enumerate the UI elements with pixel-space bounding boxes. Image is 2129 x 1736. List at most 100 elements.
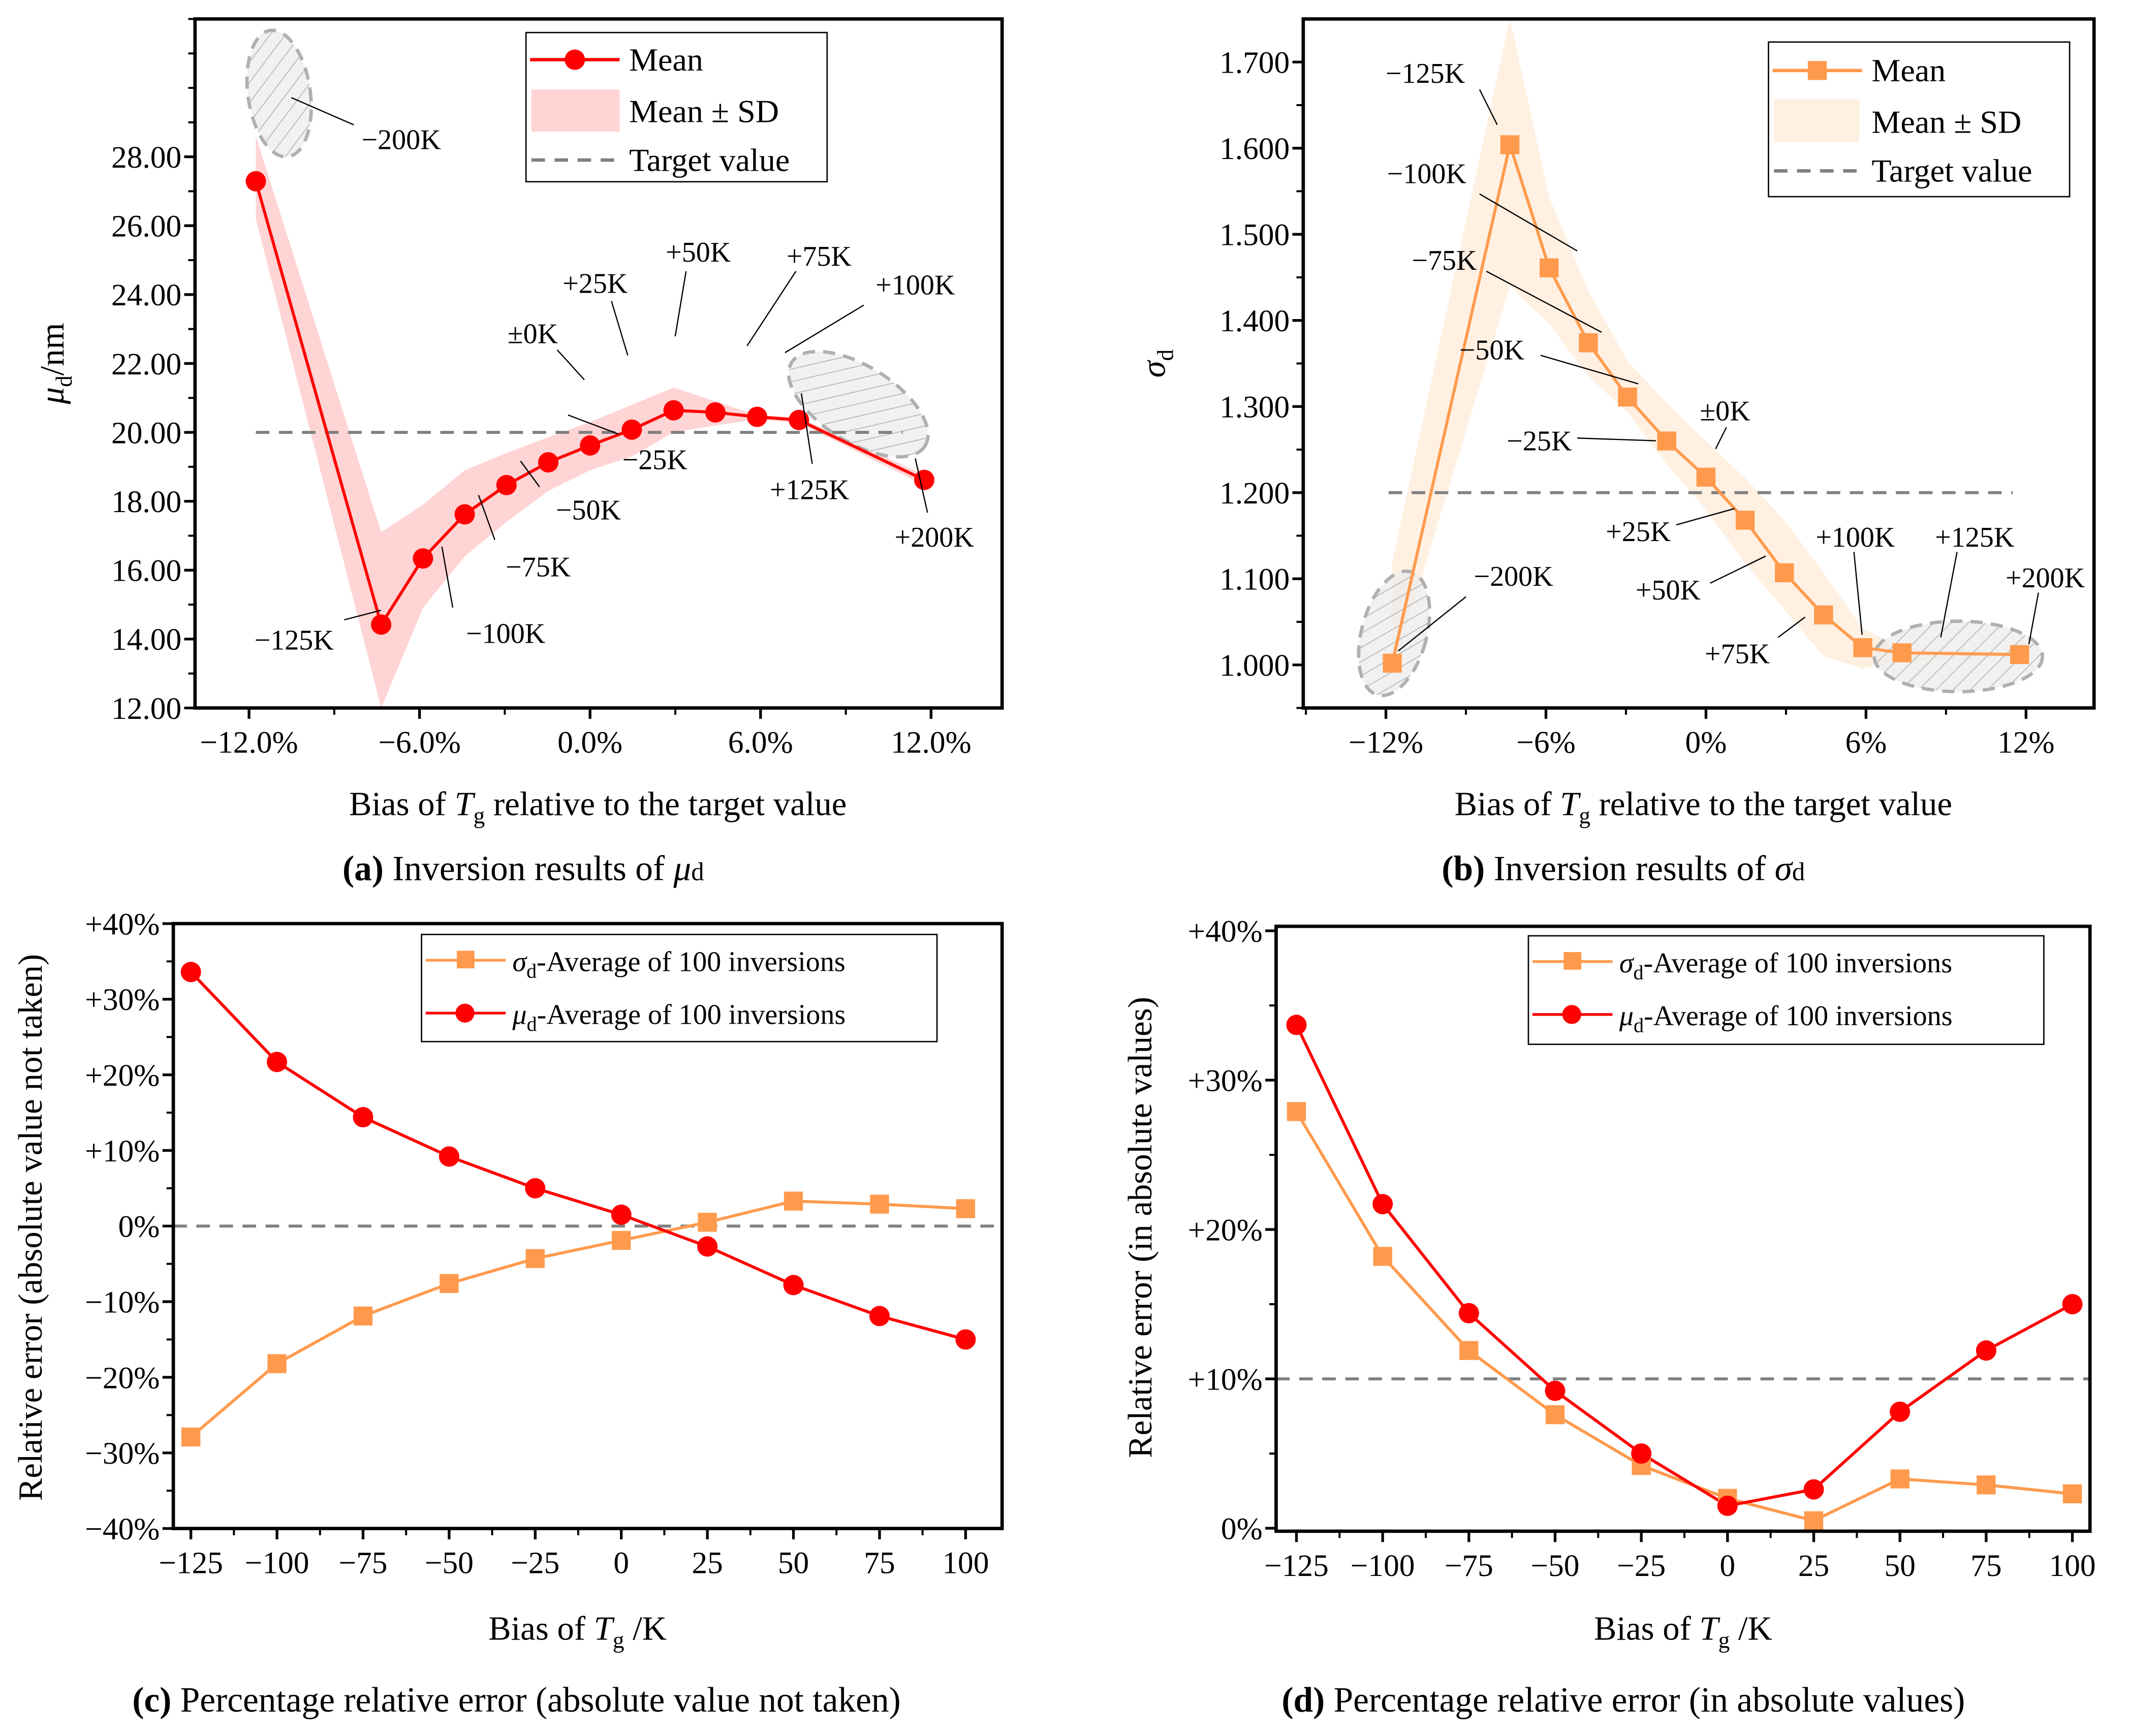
x-tick-label: −25 (511, 1546, 559, 1581)
y-tick-label: +20% (1188, 1213, 1263, 1247)
y-axis-title-b: σd (1136, 349, 1178, 377)
data-point (267, 1354, 287, 1373)
y-tick-label: 16.00 (111, 554, 181, 588)
data-point (870, 1194, 889, 1214)
x-axis-title-c: Bias of Tg /K (488, 1610, 667, 1653)
data-point (784, 1191, 803, 1211)
x-tick-label: 25 (1798, 1549, 1829, 1583)
y-tick-label: 1.700 (1219, 45, 1290, 80)
annotation-leader-line (746, 271, 797, 346)
data-point (1287, 1102, 1306, 1121)
x-tick-label: 75 (864, 1546, 895, 1581)
y-tick-label: 20.00 (111, 416, 181, 450)
x-tick-label: −125 (159, 1546, 223, 1581)
x-tick-label: −25 (1617, 1549, 1666, 1583)
y-tick-label: 0% (118, 1210, 160, 1244)
data-point (245, 171, 266, 192)
x-tick-label: 12.0% (891, 725, 972, 760)
data-point (697, 1236, 718, 1257)
y-tick-label: 1.400 (1219, 304, 1290, 338)
data-point (580, 435, 601, 456)
point-annotation-label: −50K (556, 494, 621, 526)
data-point (454, 504, 475, 525)
data-point (1618, 387, 1637, 407)
point-annotation-label: +75K (787, 241, 852, 272)
legend-label-mean: Mean (1871, 52, 1946, 88)
data-point (869, 1306, 890, 1327)
y-tick-label: +10% (85, 1134, 160, 1169)
panel-b-plot: −12% −6% 0% 6% 12% 1.000 1.100 1.200 1.300 1.400 1… (1219, 17, 2096, 760)
data-point (698, 1213, 717, 1232)
y-tick-label: +20% (85, 1058, 160, 1093)
data-point (621, 419, 642, 440)
point-annotation-label: +125K (770, 474, 849, 506)
series-line (190, 1200, 966, 1438)
annotation-leader-line (1397, 596, 1466, 652)
y-tick-label: 28.00 (111, 140, 181, 175)
outlier-region-ellipse (1357, 570, 1431, 698)
data-point (353, 1107, 373, 1127)
panel-c-plot: −125 −100 −75 −50 −25 0 25 50 75 100 −40% −30% −20% −… (85, 907, 1004, 1581)
panel-a-plot: −12.0% −6.0% 0.0% 6.0% 12.0% 12.00 14.00 16.00 1… (111, 17, 1004, 760)
x-tick-label: −100 (245, 1546, 309, 1581)
x-tick-label: −75 (1445, 1549, 1493, 1583)
caption-b: (b) Inversion results of σd (1442, 849, 1805, 889)
y-tick-label: 12.00 (111, 691, 181, 726)
annotation-leader-line (1676, 508, 1735, 526)
data-point (371, 614, 392, 635)
legend-band-swatch (531, 89, 620, 132)
legend-label-sigma: σd-Average of 100 inversions (1619, 948, 1952, 984)
data-point (1890, 1469, 1909, 1489)
y-tick-label: +30% (1188, 1063, 1263, 1098)
point-annotation-label: ±0K (508, 318, 558, 350)
series-line (1295, 1111, 2073, 1523)
legend-d: σd-Average of 100 inversions μd-Average … (1527, 935, 2045, 1045)
y-tick-label: −30% (85, 1436, 160, 1471)
y-axis-title-a: μd/nm (34, 323, 77, 404)
data-point (747, 406, 768, 427)
y-tick-label: 0% (1221, 1511, 1263, 1546)
x-tick-label: −50 (425, 1546, 474, 1581)
legend-label-mean: Mean (629, 42, 703, 78)
y-tick-label: 1.600 (1219, 132, 1290, 166)
data-point (955, 1329, 976, 1350)
annotation-leader-line (800, 393, 813, 464)
annotation-leader-line (611, 301, 629, 356)
point-annotation-label: +200K (2006, 562, 2085, 594)
point-annotation-label: −25K (1507, 425, 1572, 457)
x-tick-label: −12% (1349, 725, 1423, 760)
point-annotation-label: −125K (1386, 58, 1465, 89)
data-point (1696, 467, 1716, 487)
y-tick-label: +30% (85, 983, 160, 1017)
annotation-leader-line (1853, 552, 1863, 635)
annotation-leader-line (291, 97, 354, 125)
y-tick-label: 1.500 (1219, 218, 1290, 252)
annotation-leader-line (520, 460, 540, 488)
data-point (663, 400, 684, 421)
x-tick-label: 6% (1845, 725, 1887, 760)
data-point (1803, 1479, 1824, 1500)
point-annotation-label: +100K (1815, 522, 1895, 553)
point-annotation-label: −75K (506, 552, 571, 583)
data-point (956, 1199, 976, 1218)
outlier-region-ellipse (787, 350, 930, 459)
y-tick-label: 14.00 (111, 622, 181, 657)
x-tick-label: 50 (778, 1546, 809, 1581)
point-annotation-label: +25K (1606, 516, 1671, 548)
x-axis-title-b: Bias of Tg relative to the target value (1455, 785, 1952, 828)
data-point (2062, 1294, 2083, 1315)
data-point (1717, 1495, 1738, 1516)
data-point (2062, 1484, 2082, 1504)
point-annotation-label: +50K (666, 237, 731, 268)
annotation-leader-line (1710, 555, 1766, 584)
data-point (612, 1230, 631, 1250)
legend-label-sigma: σd-Average of 100 inversions (513, 946, 846, 982)
y-tick-label: 22.00 (111, 347, 181, 382)
annotation-leader-line (1540, 355, 1639, 385)
y-tick-label: +40% (85, 907, 160, 941)
data-point (1383, 653, 1402, 673)
point-annotation-label: −25K (622, 445, 687, 476)
data-point (1890, 1401, 1911, 1422)
data-point (440, 1274, 459, 1293)
